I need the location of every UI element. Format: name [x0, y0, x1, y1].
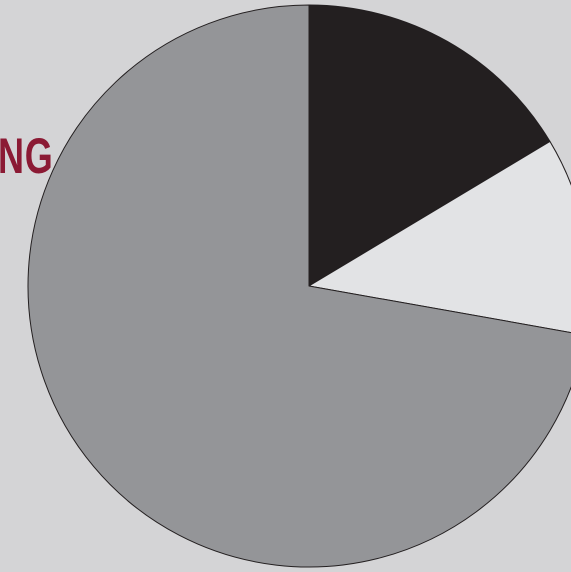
pie-slice-3 — [27, 4, 571, 568]
pie-slice-2 — [308, 140, 571, 334]
pie-slice-1 — [308, 4, 551, 287]
title-fragment: NG — [0, 128, 54, 184]
